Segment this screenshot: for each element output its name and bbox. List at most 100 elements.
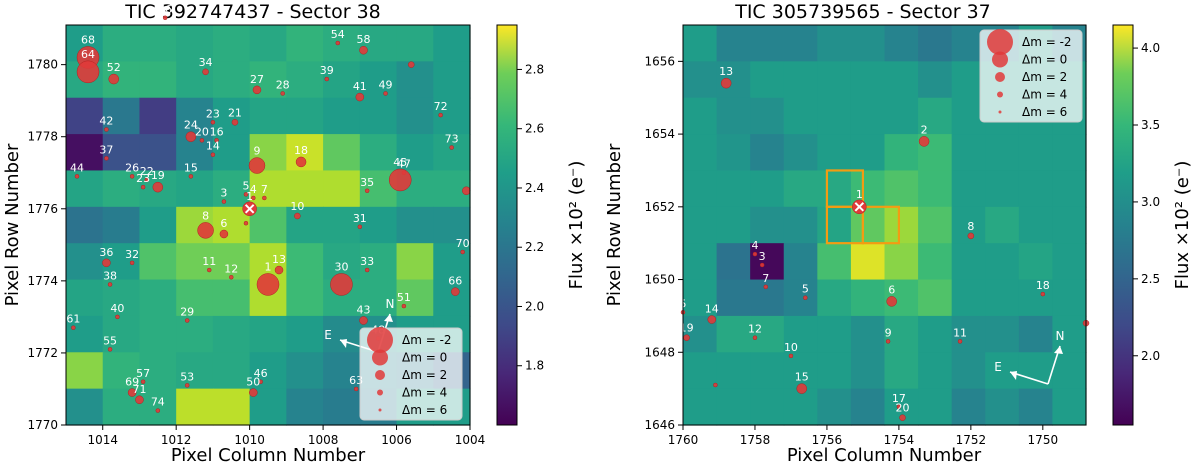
compass-north-head xyxy=(1054,346,1063,354)
heatmap-cell xyxy=(716,243,751,281)
star-label: 38 xyxy=(103,269,117,282)
heatmap-cell xyxy=(985,315,1020,353)
heatmap-cell xyxy=(1018,315,1054,353)
heatmap-cell xyxy=(884,97,919,135)
heatmap-cell xyxy=(918,97,953,135)
star-label: 45 xyxy=(393,156,407,169)
star-marker xyxy=(251,195,256,201)
star-label: 19 xyxy=(680,322,694,335)
star-marker xyxy=(752,335,758,340)
star-marker xyxy=(71,325,76,330)
star-marker xyxy=(359,45,368,55)
star-label: 23 xyxy=(136,172,150,185)
y-tick-label: 1654 xyxy=(644,127,675,141)
heatmap-cell xyxy=(323,315,361,353)
heatmap-cell xyxy=(850,25,886,62)
star-label: 55 xyxy=(103,334,117,347)
heatmap-cell xyxy=(683,206,718,244)
heatmap-cell xyxy=(850,352,886,390)
star-marker xyxy=(357,224,363,230)
chart-title: TIC 392747437 - Sector 38 xyxy=(124,1,381,23)
heatmap-cell xyxy=(176,352,214,390)
legend-marker xyxy=(375,370,385,380)
heatmap-cell xyxy=(817,243,852,281)
star-marker xyxy=(199,138,205,143)
heatmap-cell xyxy=(750,315,785,353)
star-marker xyxy=(102,258,111,268)
compass-east-head xyxy=(340,339,347,348)
heatmap-cell xyxy=(249,97,287,135)
compass-east-head xyxy=(1010,371,1017,380)
heatmap-cell xyxy=(1052,279,1087,317)
colorbar-label: Flux ×10² (e⁻) xyxy=(1172,161,1193,290)
heatmap-cell xyxy=(66,206,104,244)
star-marker xyxy=(759,262,765,268)
heatmap-cell xyxy=(176,134,214,172)
legend-marker xyxy=(367,327,393,353)
heatmap-cell xyxy=(783,134,818,172)
heatmap-cell xyxy=(396,134,434,172)
heatmap-cell xyxy=(1018,388,1054,426)
star-label: 7 xyxy=(261,183,268,196)
star-marker xyxy=(184,318,190,323)
legend-label: Δm = -2 xyxy=(402,333,452,347)
star-marker xyxy=(162,15,168,21)
star-marker xyxy=(243,220,249,226)
y-tick-label: 1772 xyxy=(27,346,58,360)
heatmap-cell xyxy=(850,388,886,426)
heatmap-cell xyxy=(850,315,886,353)
star-marker xyxy=(1040,291,1046,297)
heatmap-cells xyxy=(66,25,471,426)
heatmap-cell xyxy=(359,279,398,317)
y-tick-label: 1778 xyxy=(27,130,58,144)
heatmap-cell xyxy=(286,243,324,281)
heatmap-cell xyxy=(323,206,361,244)
heatmap-cell xyxy=(249,25,287,62)
heatmap-cell xyxy=(1018,279,1054,317)
star-label: 30 xyxy=(334,260,348,273)
heatmap-cell xyxy=(66,97,104,135)
heatmap-cell xyxy=(212,315,251,353)
colorbar-tick-label: 2.5 xyxy=(1141,272,1160,286)
heatmap-cell xyxy=(396,279,434,317)
colorbar-tick-label: 3.0 xyxy=(1141,195,1160,209)
heatmap-cell xyxy=(139,206,177,244)
star-label: 72 xyxy=(434,100,448,113)
heatmap-cell xyxy=(249,352,287,390)
y-axis-label: Pixel Row Number xyxy=(604,143,625,306)
heatmap-cell xyxy=(139,315,177,353)
heatmap-cell xyxy=(212,61,251,99)
star-marker xyxy=(184,383,190,388)
star-label: 28 xyxy=(276,78,290,91)
heatmap-cell xyxy=(683,97,718,135)
heatmap-cell xyxy=(985,352,1020,390)
star-label: 68 xyxy=(81,33,95,46)
legend-marker xyxy=(378,408,382,412)
heatmap-cell xyxy=(323,170,361,208)
heatmap-cell xyxy=(1018,243,1054,281)
heatmap-cell xyxy=(918,279,953,317)
colorbar xyxy=(1112,24,1134,426)
star-label: 47 xyxy=(397,158,411,171)
heatmap-cell xyxy=(212,97,251,135)
heatmap-cell xyxy=(783,61,818,99)
heatmap-cell xyxy=(985,243,1020,281)
star-marker xyxy=(221,199,227,204)
star-label: 26 xyxy=(125,161,139,174)
heatmap-cell xyxy=(176,97,214,135)
heatmap-cell xyxy=(433,61,471,99)
star-marker xyxy=(383,91,388,96)
star-marker xyxy=(140,379,146,385)
star-label: 14 xyxy=(705,303,719,316)
star-label: 13 xyxy=(272,253,286,266)
star-label: 66 xyxy=(448,275,462,288)
x-axis-label: Pixel Column Number xyxy=(787,445,982,466)
star-label: 31 xyxy=(353,212,367,225)
star-label: 40 xyxy=(110,302,124,315)
star-marker xyxy=(683,334,690,341)
star-label: 11 xyxy=(202,255,216,268)
star-label: 7 xyxy=(762,272,769,285)
heatmap-cell xyxy=(323,352,361,390)
